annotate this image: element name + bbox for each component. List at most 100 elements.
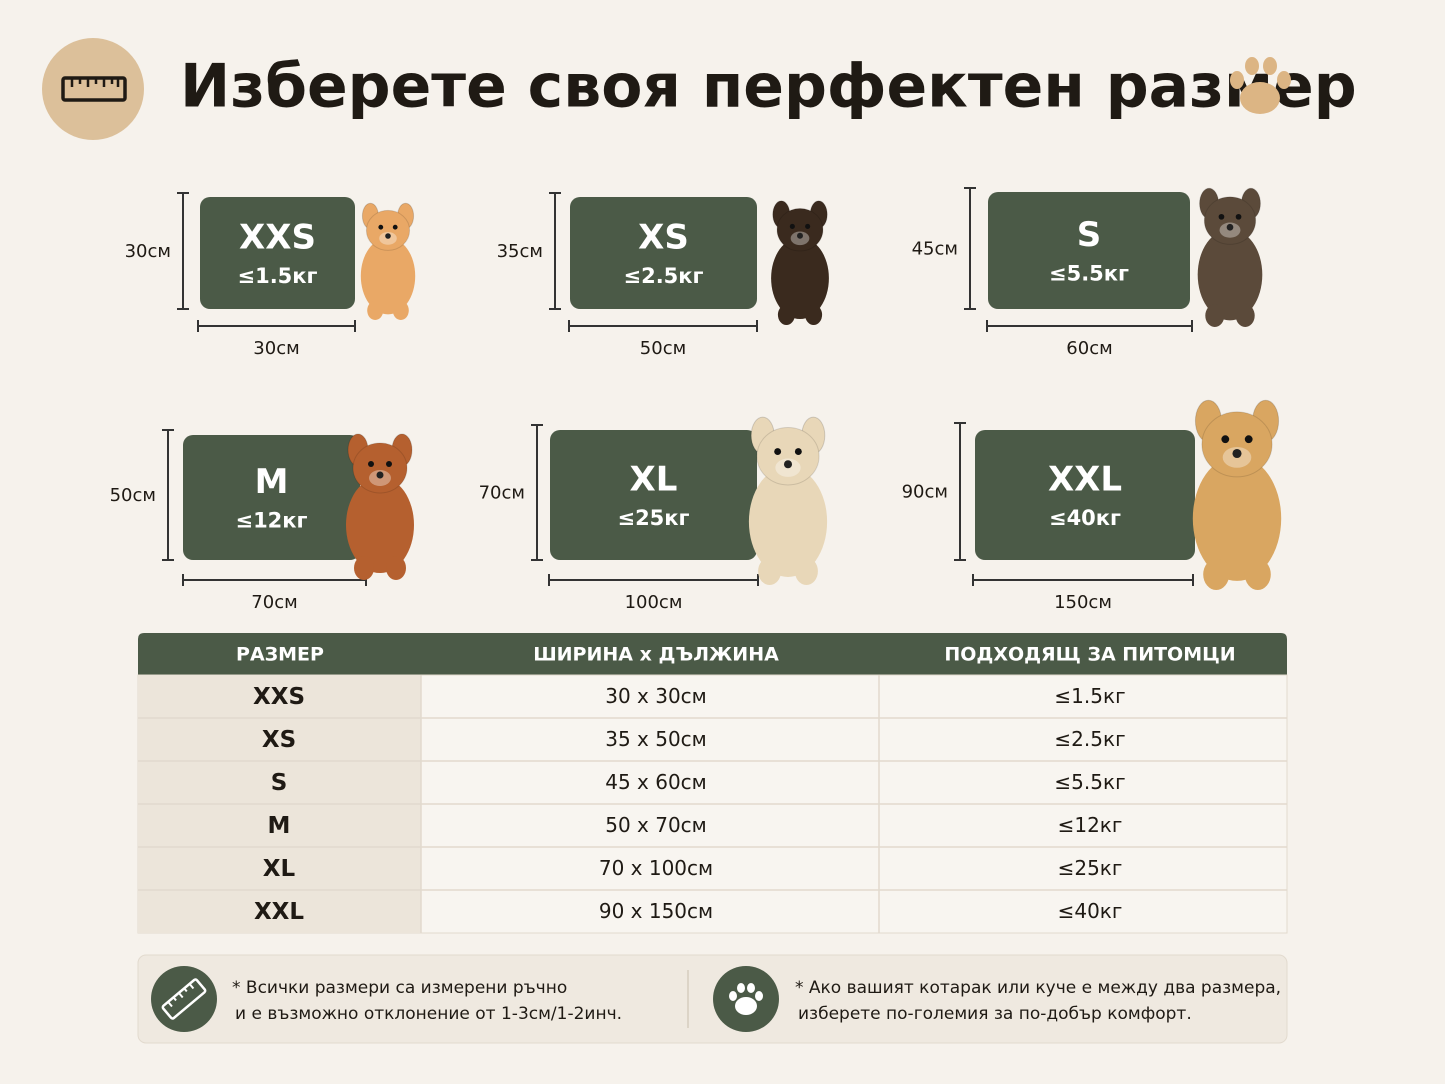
note-line: и е възможно отклонение от 1-3см/1-2инч.: [235, 1004, 622, 1024]
table-cell: M: [268, 813, 291, 839]
size-card: XXL ≤40кг 90см 150см: [902, 399, 1282, 613]
mat-weight: ≤1.5кг: [237, 264, 317, 288]
pet-leg: [367, 300, 384, 320]
paw-icon: [1230, 57, 1291, 114]
table-cell: XS: [262, 727, 296, 753]
pet-eye: [392, 224, 398, 230]
height-label: 45см: [912, 239, 958, 260]
height-label: 50см: [110, 485, 156, 506]
pet-head: [1201, 411, 1273, 478]
pet-leg: [1235, 304, 1255, 327]
note-line: * Ако вашият котарак или куче е между дв…: [795, 978, 1281, 998]
mat-size: XL: [630, 460, 678, 500]
mat-size: XXS: [239, 218, 316, 258]
pet-leg: [1244, 558, 1271, 591]
note-line: изберете по-големия за по-добър комфорт.: [798, 1004, 1192, 1024]
pet-body: [771, 237, 829, 320]
table-cell: ≤2.5кг: [1054, 727, 1125, 751]
table-cell: 70 x 100см: [599, 856, 713, 880]
table-header-cell: ПОДХОДЯЩ ЗА ПИТОМЦИ: [944, 644, 1235, 666]
width-bracket: [548, 574, 759, 586]
width-label: 150см: [1054, 592, 1112, 613]
pet-head: [1203, 196, 1257, 245]
pet-eye: [378, 224, 384, 230]
mat: [975, 430, 1195, 560]
table-header-cell: ШИРИНА x ДЪЛЖИНА: [533, 644, 779, 666]
table-cell: XL: [263, 856, 296, 882]
mat-size: XS: [638, 218, 689, 258]
mat-size: M: [255, 462, 289, 502]
mat: [570, 197, 757, 309]
pet-illustration: [748, 416, 828, 585]
pet-leg: [386, 556, 406, 580]
table-cell: ≤5.5кг: [1054, 770, 1125, 794]
pet-illustration: [1192, 399, 1282, 591]
width-label: 60см: [1066, 338, 1112, 359]
width-bracket: [986, 320, 1193, 332]
pet-body: [1192, 456, 1282, 581]
width-bracket: [197, 320, 356, 332]
pet-eye: [805, 223, 811, 229]
height-bracket: [177, 192, 189, 310]
mat: [550, 430, 757, 560]
mat: [200, 197, 355, 309]
pet-nose: [1232, 448, 1242, 459]
height-label: 90см: [902, 482, 948, 503]
pet-body: [346, 477, 414, 573]
mat-weight: ≤2.5кг: [623, 264, 703, 288]
size-card: XXS ≤1.5кг 30см 30см: [125, 192, 416, 359]
ruler-icon: [61, 76, 127, 102]
mat-weight: ≤5.5кг: [1049, 262, 1129, 286]
pet-leg: [1203, 558, 1230, 591]
ruler-badge: [42, 38, 144, 140]
height-label: 70см: [479, 483, 525, 504]
pet-eye: [1244, 435, 1253, 444]
pet-eye: [1235, 213, 1242, 220]
pet-leg: [354, 556, 374, 580]
mat-weight: ≤25кг: [617, 506, 689, 530]
ruler-note-glyph: [161, 978, 207, 1020]
table-cell: 45 x 60см: [605, 770, 707, 794]
pet-leg: [392, 300, 409, 320]
width-label: 100см: [625, 592, 683, 613]
table-cell: S: [271, 770, 288, 796]
pet-leg: [758, 557, 782, 585]
ruler-note-icon: [151, 966, 217, 1032]
table-cell: 50 x 70см: [605, 813, 707, 837]
table-cell: XXL: [254, 899, 304, 925]
paw-note-glyph: [729, 983, 763, 1015]
width-bracket: [568, 320, 758, 332]
table-header-cell: РАЗМЕР: [236, 644, 324, 666]
notes-box: [137, 954, 1288, 1044]
pet-nose: [385, 233, 391, 239]
pet-leg: [794, 557, 818, 585]
pet-head: [365, 209, 411, 251]
size-card: XS ≤2.5кг 35см 50см: [497, 192, 829, 359]
table-cell: 30 x 30см: [605, 684, 707, 708]
pet-illustration: [771, 200, 829, 325]
table-cell: XXS: [253, 684, 305, 710]
height-bracket: [531, 424, 543, 561]
height-bracket: [549, 192, 561, 310]
height-bracket: [954, 422, 966, 561]
mat-size: S: [1077, 215, 1102, 255]
pet-illustration: [1197, 187, 1263, 327]
pet-leg: [1205, 304, 1225, 327]
height-bracket: [162, 429, 174, 561]
pet-leg: [805, 304, 823, 325]
pet-nose: [376, 471, 384, 479]
pet-eye: [789, 223, 795, 229]
mat-weight: ≤40кг: [1049, 506, 1121, 530]
pet-nose: [783, 460, 793, 469]
size-card: M ≤12кг 50см 70см: [110, 429, 414, 613]
width-label: 70см: [251, 592, 297, 613]
pet-nose: [1226, 223, 1234, 231]
mat: [988, 192, 1190, 309]
page-title: Изберете своя перфектен размер: [180, 52, 1357, 122]
size-card: XL ≤25кг 70см 100см: [479, 416, 828, 613]
table-cell: ≤1.5кг: [1054, 684, 1125, 708]
table-cell: ≤25кг: [1058, 856, 1123, 880]
pet-nose: [797, 232, 803, 239]
